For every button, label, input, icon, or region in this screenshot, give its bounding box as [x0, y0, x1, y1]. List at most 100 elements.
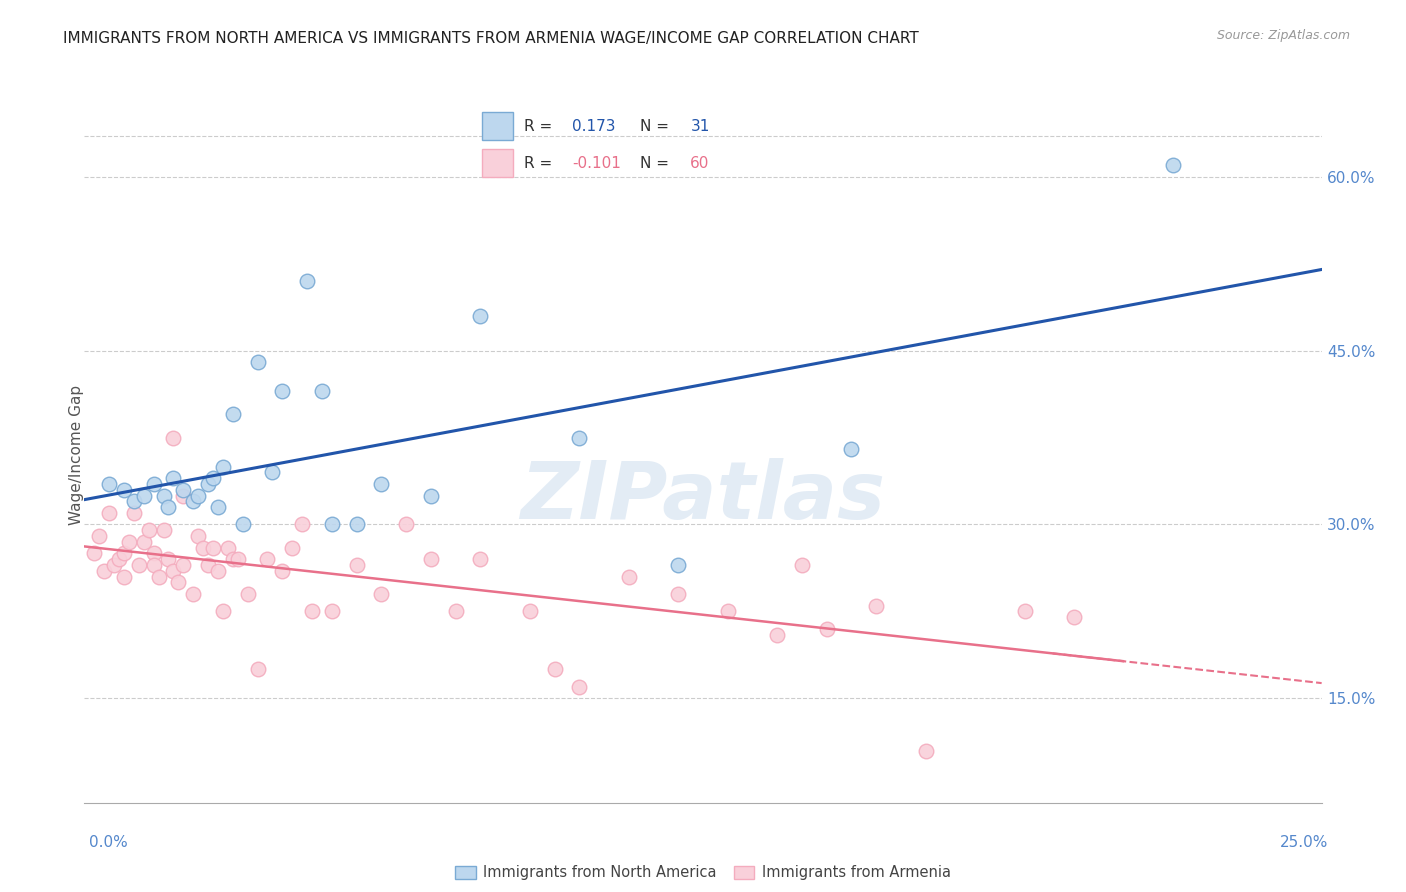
Point: [321, 605, 343, 619]
Point: [346, 558, 368, 573]
Point: [202, 471, 225, 485]
Point: [217, 541, 239, 555]
Point: [841, 442, 863, 457]
Point: [112, 546, 135, 561]
FancyBboxPatch shape: [482, 112, 513, 140]
Point: [246, 355, 269, 369]
Point: [162, 564, 184, 578]
Point: [256, 552, 278, 566]
Point: [93, 564, 115, 578]
Point: [271, 564, 294, 578]
Point: [103, 558, 125, 573]
Point: [281, 541, 304, 555]
Text: 25.0%: 25.0%: [1281, 836, 1329, 850]
Point: [370, 587, 392, 601]
Point: [1161, 158, 1184, 172]
Point: [212, 605, 235, 619]
Point: [1014, 605, 1036, 619]
FancyBboxPatch shape: [482, 149, 513, 178]
Y-axis label: Wage/Income Gap: Wage/Income Gap: [69, 384, 83, 525]
Point: [865, 599, 887, 613]
Point: [181, 587, 204, 601]
Point: [617, 570, 640, 584]
Point: [98, 476, 121, 491]
Point: [419, 489, 441, 503]
Text: 0.0%: 0.0%: [89, 836, 128, 850]
Point: [197, 476, 219, 491]
Point: [568, 431, 591, 445]
Point: [419, 552, 441, 566]
Point: [142, 476, 165, 491]
Point: [395, 517, 418, 532]
Point: [172, 558, 194, 573]
Point: [262, 466, 284, 480]
Point: [301, 605, 323, 619]
Legend: Immigrants from North America, Immigrants from Armenia: Immigrants from North America, Immigrant…: [450, 859, 956, 886]
Point: [187, 529, 209, 543]
Point: [167, 575, 190, 590]
Text: 60: 60: [690, 156, 710, 170]
Point: [172, 483, 194, 497]
Point: [89, 529, 111, 543]
Point: [236, 587, 259, 601]
Point: [444, 605, 467, 619]
Text: Source: ZipAtlas.com: Source: ZipAtlas.com: [1216, 29, 1350, 42]
Point: [162, 431, 184, 445]
Point: [142, 546, 165, 561]
Point: [152, 489, 174, 503]
Text: R =: R =: [524, 120, 558, 134]
Point: [128, 558, 150, 573]
Point: [112, 570, 135, 584]
Text: N =: N =: [640, 120, 673, 134]
Point: [321, 517, 343, 532]
Point: [138, 523, 160, 537]
Point: [370, 476, 392, 491]
Point: [222, 552, 245, 566]
Point: [470, 309, 492, 323]
Point: [717, 605, 740, 619]
Point: [132, 489, 155, 503]
Point: [914, 744, 936, 758]
Text: ZIPatlas: ZIPatlas: [520, 458, 886, 536]
Text: 31: 31: [690, 120, 710, 134]
Point: [207, 564, 229, 578]
Point: [122, 506, 145, 520]
Text: -0.101: -0.101: [572, 156, 621, 170]
Text: IMMIGRANTS FROM NORTH AMERICA VS IMMIGRANTS FROM ARMENIA WAGE/INCOME GAP CORRELA: IMMIGRANTS FROM NORTH AMERICA VS IMMIGRA…: [63, 31, 920, 46]
Point: [112, 483, 135, 497]
Point: [346, 517, 368, 532]
Point: [666, 558, 689, 573]
Point: [191, 541, 214, 555]
Point: [519, 605, 541, 619]
Point: [172, 489, 194, 503]
Point: [222, 407, 245, 422]
Point: [295, 274, 318, 288]
Point: [815, 622, 838, 636]
Point: [291, 517, 314, 532]
Point: [132, 535, 155, 549]
Point: [568, 680, 591, 694]
Point: [232, 517, 254, 532]
Point: [666, 587, 689, 601]
Point: [766, 628, 789, 642]
Point: [122, 494, 145, 508]
Point: [246, 662, 269, 677]
Point: [1063, 610, 1085, 624]
Point: [162, 471, 184, 485]
Point: [83, 546, 105, 561]
Text: 0.173: 0.173: [572, 120, 616, 134]
Point: [470, 552, 492, 566]
Point: [790, 558, 813, 573]
Point: [98, 506, 121, 520]
Point: [152, 523, 174, 537]
Point: [311, 384, 333, 399]
Text: N =: N =: [640, 156, 673, 170]
Point: [157, 500, 180, 514]
Point: [226, 552, 249, 566]
Point: [187, 489, 209, 503]
Point: [543, 662, 565, 677]
Point: [148, 570, 170, 584]
Text: R =: R =: [524, 156, 558, 170]
Point: [181, 494, 204, 508]
Point: [157, 552, 180, 566]
